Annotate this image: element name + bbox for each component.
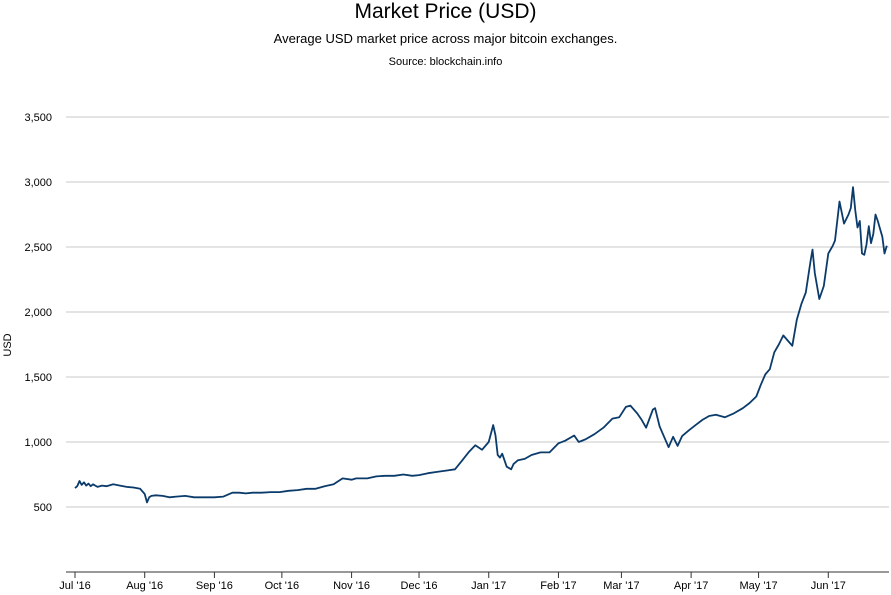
y-axis-ticks: 500 1,000 1,500 2,000 2,500 3,000 3,500	[24, 112, 52, 514]
x-tick-label: Jan '17	[471, 580, 506, 592]
chart-source: Source: blockchain.info	[388, 56, 503, 68]
x-tick-label: Mar '17	[603, 580, 639, 592]
x-tick-label: Feb '17	[540, 580, 576, 592]
y-tick-label: 1,000	[24, 437, 52, 449]
x-tick-label: Sep '16	[196, 580, 233, 592]
x-tick-label: Jun '17	[811, 580, 846, 592]
x-axis: Jul '16 Aug '16 Sep '16 Oct '16 Nov '16 Dec '…	[59, 571, 889, 592]
grid-lines	[66, 116, 889, 508]
x-tick-label: Jul '16	[59, 580, 90, 592]
series-group	[74, 186, 888, 504]
y-tick-label: 2,000	[24, 307, 52, 319]
x-tick-label: Oct '16	[265, 580, 300, 592]
x-tick-label: Aug '16	[126, 580, 163, 592]
y-tick-label: 2,500	[24, 242, 52, 254]
y-tick-label: 3,000	[24, 177, 52, 189]
x-tick-label: May '17	[739, 580, 777, 592]
y-tick-label: 500	[34, 502, 52, 514]
y-tick-label: 1,500	[24, 372, 52, 384]
chart-subtitle: Average USD market price across major bi…	[273, 31, 618, 46]
y-axis-label: USD	[2, 333, 14, 356]
series-line	[74, 186, 888, 504]
x-tick-label: Apr '17	[674, 580, 709, 592]
x-tick-label: Nov '16	[333, 580, 370, 592]
chart-title: Market Price (USD)	[354, 0, 537, 23]
y-tick-label: 3,500	[24, 112, 52, 124]
x-tick-label: Dec '16	[401, 580, 438, 592]
